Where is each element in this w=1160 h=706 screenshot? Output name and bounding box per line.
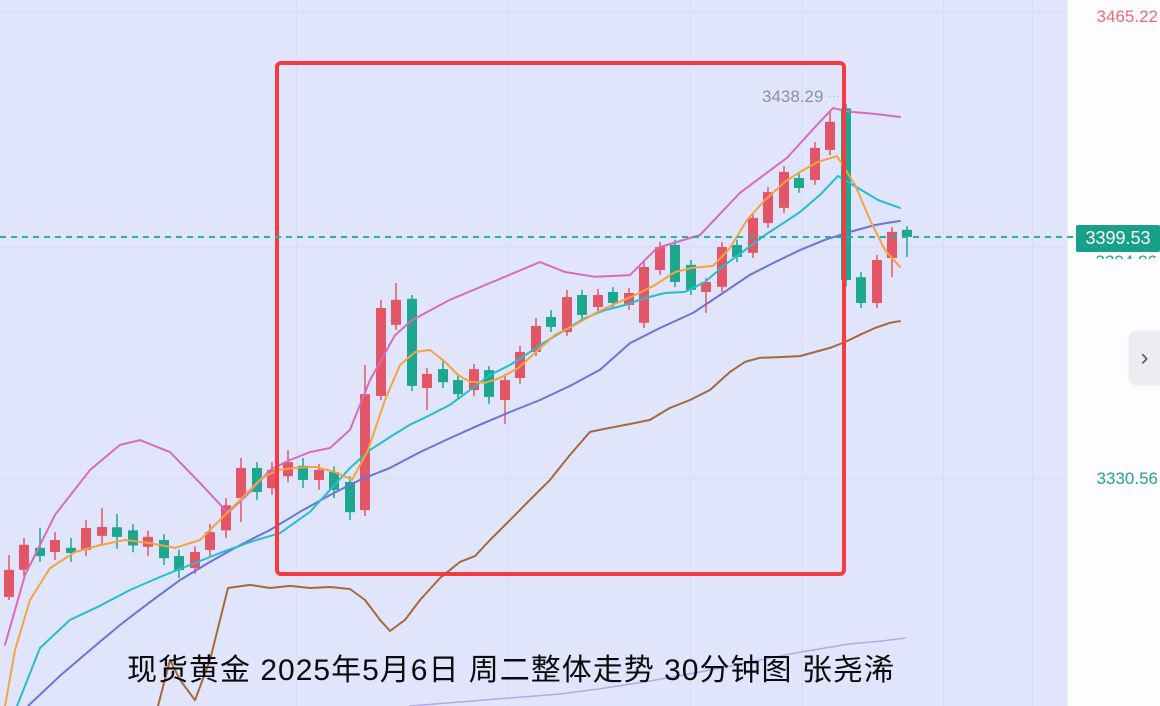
axis-label-low: 3330.56 [1096,469,1158,488]
peak-price-marker-dots: ··· [828,91,841,101]
chevron-right-icon: › [1140,344,1149,371]
axis-label-high: 3465.22 [1096,7,1158,26]
ma-light-purple [409,637,906,706]
last-price-dashed-line [0,236,1078,238]
ma-pink [4,107,901,646]
highlight-rectangle [275,61,846,576]
chart-caption: 现货黄金 2025年5月6日 周二整体走势 30分钟图 张尧浠 [127,654,895,687]
ma-blue [27,219,901,706]
ma-brown [157,320,901,706]
axis-label-partially-hidden: 3394.86 [1096,252,1157,259]
peak-price-annotation: 3438.29 ··· [762,87,840,107]
peak-price-text: 3438.29 [762,87,824,106]
expand-panel-button[interactable]: › [1129,331,1160,385]
ma-cyan [16,175,901,706]
ma-orange [4,155,901,706]
last-price-badge: 3399.53 [1076,225,1160,252]
